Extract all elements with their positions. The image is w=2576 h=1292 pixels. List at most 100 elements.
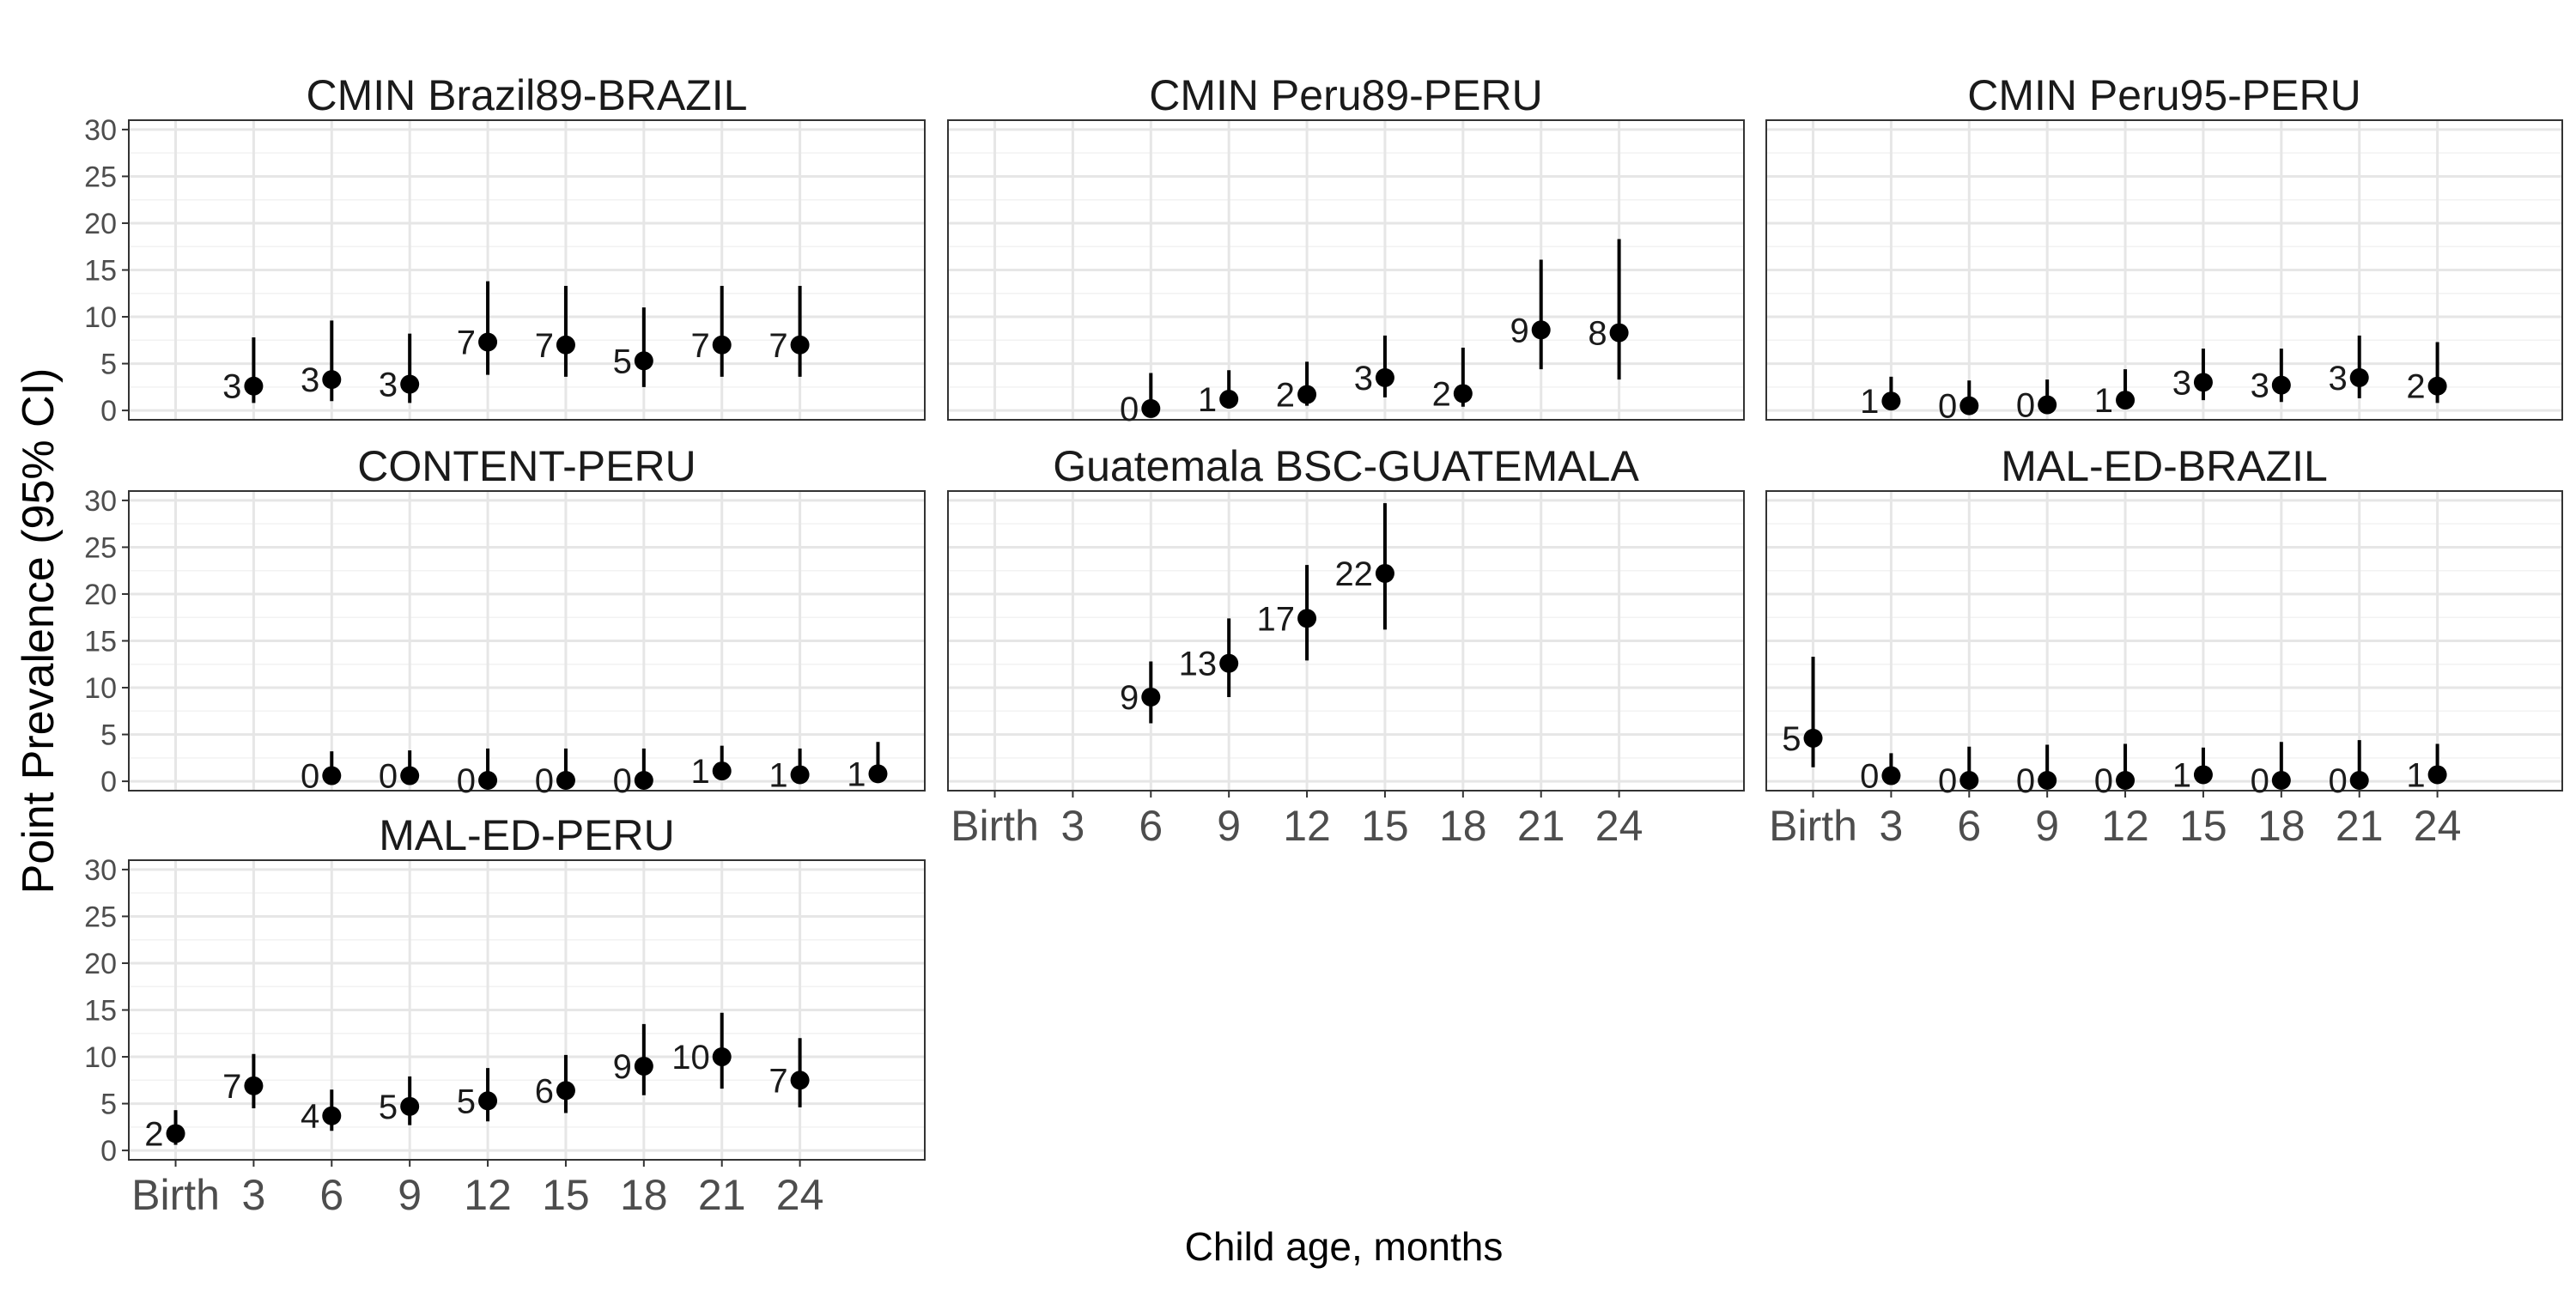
y-tick-label: 25 xyxy=(84,901,117,933)
point-label: 9 xyxy=(613,1048,632,1086)
prevalence-point xyxy=(1531,320,1551,340)
prevalence-point xyxy=(1881,766,1901,786)
prevalence-point xyxy=(2116,771,2136,791)
prevalence-point xyxy=(2349,367,2369,387)
point-label: 5 xyxy=(613,343,632,380)
point-label: 7 xyxy=(535,327,554,365)
panel-border xyxy=(1765,119,2563,421)
point-label: 0 xyxy=(457,762,476,800)
x-tick-label: 3 xyxy=(1880,802,1904,850)
x-tick-label: 6 xyxy=(1957,802,1981,850)
prevalence-point xyxy=(400,374,420,394)
y-tick-label: 30 xyxy=(84,854,117,887)
point-label: 9 xyxy=(1510,312,1528,349)
point-label: 9 xyxy=(1120,679,1139,717)
x-tick-label: 6 xyxy=(1139,802,1163,850)
point-label: 0 xyxy=(2016,387,2035,425)
y-tick-label: 0 xyxy=(100,1135,117,1168)
point-label: 5 xyxy=(1782,720,1801,758)
y-tick-label: 10 xyxy=(84,301,117,334)
prevalence-point xyxy=(1375,367,1394,387)
facet-panel: CONTENT-PERU 0 5 10 15 20 25 30 0 0 0 0 0 1 1 1 xyxy=(84,442,926,800)
x-tick-label: Birth xyxy=(951,802,1039,850)
prevalence-point xyxy=(634,351,653,371)
point-label: 3 xyxy=(1354,360,1373,397)
y-tick-label: 10 xyxy=(84,672,117,705)
x-tick-label: 12 xyxy=(1283,802,1331,850)
y-tick-label: 30 xyxy=(84,114,117,147)
point-label: 2 xyxy=(2406,368,2425,406)
x-tick-label: 21 xyxy=(2336,802,2384,850)
facet-panel: MAL-ED-BRAZIL Birth 3 6 9 12 15 18 21 24 5 0 0 0 0 1 0 0 1 xyxy=(1765,442,2563,850)
prevalence-point xyxy=(2427,376,2447,396)
point-label: 0 xyxy=(1938,762,1957,800)
point-label: 2 xyxy=(1432,375,1451,413)
prevalence-point xyxy=(322,766,342,786)
prevalence-point xyxy=(1141,687,1161,707)
point-label: 7 xyxy=(690,327,709,365)
x-tick-label: 9 xyxy=(398,1171,422,1219)
prevalence-point xyxy=(2427,765,2447,785)
point-label: 1 xyxy=(2172,756,2191,794)
point-label: 4 xyxy=(301,1098,319,1136)
prevalence-point xyxy=(790,335,810,355)
prevalence-point xyxy=(1959,396,1979,416)
point-label: 0 xyxy=(301,758,319,796)
prevalence-point xyxy=(712,1047,732,1067)
point-label: 6 xyxy=(535,1072,554,1110)
point-label: 0 xyxy=(1860,758,1879,796)
x-tick-label: Birth xyxy=(1769,802,1857,850)
point-label: 3 xyxy=(301,361,319,399)
point-label: 0 xyxy=(379,758,398,796)
y-tick-label: 15 xyxy=(84,255,117,288)
point-label: 1 xyxy=(2406,756,2425,794)
y-tick-label: 15 xyxy=(84,995,117,1028)
y-tick-label: 25 xyxy=(84,531,117,564)
point-label: 1 xyxy=(769,756,787,794)
x-tick-label: 3 xyxy=(242,1171,266,1219)
prevalence-point xyxy=(478,771,498,791)
prevalence-point xyxy=(2038,395,2057,415)
prevalence-point xyxy=(634,1056,653,1076)
prevalence-point xyxy=(1609,323,1629,343)
point-label: 0 xyxy=(2094,762,2113,800)
x-tick-label: 21 xyxy=(1517,802,1565,850)
x-axis-title: Child age, months xyxy=(1185,1224,1504,1269)
x-tick-label: 6 xyxy=(319,1171,343,1219)
y-tick-label: 5 xyxy=(100,719,117,752)
prevalence-point xyxy=(400,766,420,786)
point-label: 3 xyxy=(222,368,241,406)
prevalence-point xyxy=(1803,728,1823,748)
point-label: 5 xyxy=(379,1089,398,1126)
prevalence-point xyxy=(478,1091,498,1111)
point-label: 0 xyxy=(613,762,632,800)
point-label: 5 xyxy=(457,1083,476,1120)
point-label: 0 xyxy=(1120,391,1139,428)
point-label: 3 xyxy=(2172,364,2191,402)
prevalence-point xyxy=(1881,391,1901,411)
point-label: 0 xyxy=(535,762,554,800)
prevalence-point xyxy=(2271,771,2291,791)
x-tick-label: 24 xyxy=(1595,802,1643,850)
y-tick-label: 20 xyxy=(84,208,117,240)
prevalence-point xyxy=(712,761,732,781)
prevalence-point xyxy=(1959,771,1979,791)
prevalence-point xyxy=(400,1096,420,1116)
facet-panel: CMIN Peru89-PERU 0 1 2 3 2 9 8 xyxy=(947,71,1745,428)
facet-title: CMIN Peru95-PERU xyxy=(1967,71,2360,119)
point-label: 0 xyxy=(2328,762,2347,800)
prevalence-point xyxy=(244,1076,264,1095)
point-label: 7 xyxy=(769,1062,787,1100)
x-tick-label: 24 xyxy=(776,1171,824,1219)
prevalence-point xyxy=(868,764,888,784)
panel-border xyxy=(947,119,1745,421)
prevalence-point xyxy=(2038,771,2057,791)
point-label: 2 xyxy=(1276,377,1295,415)
prevalence-point xyxy=(1297,385,1317,404)
x-tick-label: 3 xyxy=(1061,802,1085,850)
point-label: 2 xyxy=(144,1115,163,1153)
point-label: 7 xyxy=(222,1068,241,1106)
facet-panel: CMIN Peru95-PERU 1 0 0 1 3 3 3 2 xyxy=(1765,71,2563,426)
point-label: 7 xyxy=(457,324,476,361)
